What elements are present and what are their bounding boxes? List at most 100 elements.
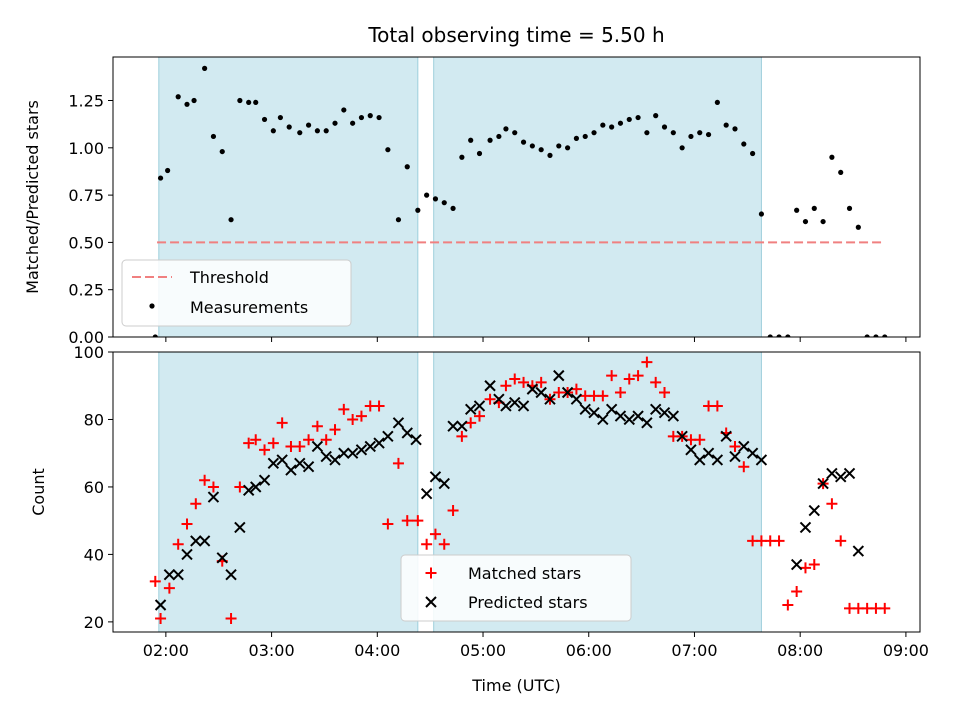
measurement-point: [873, 334, 879, 337]
legend-box: [400, 554, 632, 622]
matched-star-point: [250, 434, 262, 446]
measurement-point: [487, 137, 493, 143]
matched-star-point: [190, 498, 202, 510]
predicted-star-point: [535, 386, 547, 399]
legend-matched-label: Matched stars: [468, 564, 581, 583]
matched-star-point: [401, 515, 413, 527]
measurement-point: [341, 107, 347, 113]
measurement-point: [432, 196, 439, 202]
predicted-star-point: [597, 413, 609, 426]
measurement-point: [367, 113, 373, 119]
matched-star-point: [729, 440, 741, 452]
predicted-star-point: [276, 454, 288, 466]
matched-star-point: [826, 498, 838, 510]
predicted-star-point: [364, 440, 376, 453]
matched-star-point: [694, 434, 706, 446]
y-tick-label: 0.75: [68, 186, 104, 205]
matched-star-point: [509, 373, 521, 385]
measurement-point: [496, 133, 502, 140]
matched-star-point: [808, 559, 820, 571]
measurement-point: [723, 122, 729, 128]
measurement-point: [468, 137, 474, 143]
predicted-star-point: [509, 396, 521, 409]
predicted-star-point: [755, 454, 768, 466]
predicted-star-point: [190, 535, 202, 547]
measurement-point: [794, 207, 800, 213]
measurement-point: [376, 114, 382, 121]
matched-star-point: [597, 390, 609, 402]
matched-star-point: [447, 505, 459, 517]
x-tick-label: 05:00: [460, 641, 506, 660]
measurement-point: [564, 145, 571, 151]
predicted-star-point: [500, 400, 512, 412]
predicted-star-point: [355, 444, 368, 456]
predicted-star-point: [172, 568, 184, 581]
predicted-star-point: [544, 393, 556, 405]
matched-star-point: [243, 437, 255, 449]
matched-star-point: [155, 613, 167, 625]
measurement-point: [246, 99, 252, 106]
matched-star-point: [879, 602, 891, 614]
predicted-star-point: [746, 447, 759, 459]
predicted-star-point: [438, 477, 450, 490]
x-tick-label: 07:00: [671, 641, 717, 660]
bottom-plot-frame: [112, 351, 921, 633]
top-y-axis-label: Matched/Predicted stars: [23, 100, 42, 294]
predicted-star-point: [641, 417, 653, 429]
predicted-star-point: [835, 471, 847, 483]
measurement-point: [529, 143, 535, 149]
matched-star-point: [412, 515, 424, 527]
predicted-star-point: [267, 457, 280, 470]
matched-star-point: [149, 575, 161, 587]
predicted-star-point: [570, 393, 583, 405]
measurement-point: [253, 99, 259, 106]
predicted-star-point: [163, 568, 176, 581]
predicted-star-point: [676, 430, 688, 443]
predicted-star-point: [484, 380, 496, 392]
matched-star-point: [347, 413, 359, 425]
matched-star-point: [303, 434, 315, 446]
legend-predicted-swatch: [425, 596, 437, 608]
measurement-point: [732, 126, 738, 132]
measurement-point: [323, 128, 329, 134]
matched-star-point: [199, 474, 211, 486]
x-tick-label: 03:00: [249, 641, 295, 660]
measurement-point: [191, 97, 197, 104]
measurement-point: [286, 124, 292, 130]
measurement-point: [202, 65, 208, 71]
measurement-point: [776, 334, 782, 337]
legend-predicted-label: Predicted stars: [468, 593, 588, 612]
predicted-star-point: [605, 403, 618, 416]
y-tick-label: 1.00: [68, 139, 104, 158]
matched-star-point: [320, 434, 332, 446]
measurement-point: [600, 122, 606, 128]
predicted-star-point: [410, 434, 422, 446]
measurement-point: [785, 334, 791, 337]
measurement-point: [415, 207, 421, 213]
matched-star-point: [738, 461, 750, 473]
predicted-star-point: [799, 521, 812, 534]
x-tick-label: 09:00: [883, 641, 929, 660]
measurement-point: [210, 133, 217, 140]
predicted-star-point: [658, 407, 671, 419]
predicted-star-point: [464, 403, 477, 416]
measurement-point: [305, 122, 312, 128]
measurement-point: [441, 200, 447, 206]
y-tick-label: 80: [84, 410, 104, 429]
predicted-star-point: [320, 450, 332, 463]
matched-star-point: [294, 440, 306, 452]
chart-title: Total observing time = 5.50 h: [367, 23, 664, 47]
predicted-star-point: [790, 558, 803, 571]
matched-star-point: [234, 481, 246, 493]
predicted-star-point: [338, 447, 350, 459]
matched-star-point: [338, 403, 350, 415]
predicted-star-point: [579, 403, 591, 416]
matched-star-point: [623, 373, 635, 385]
measurement-point: [626, 116, 632, 123]
matched-star-point: [773, 535, 785, 547]
x-axis-label: Time (UTC): [471, 676, 560, 695]
predicted-star-point: [225, 568, 237, 581]
measurement-point: [802, 218, 809, 225]
measurement-point: [538, 147, 544, 153]
predicted-star-point: [685, 444, 697, 456]
